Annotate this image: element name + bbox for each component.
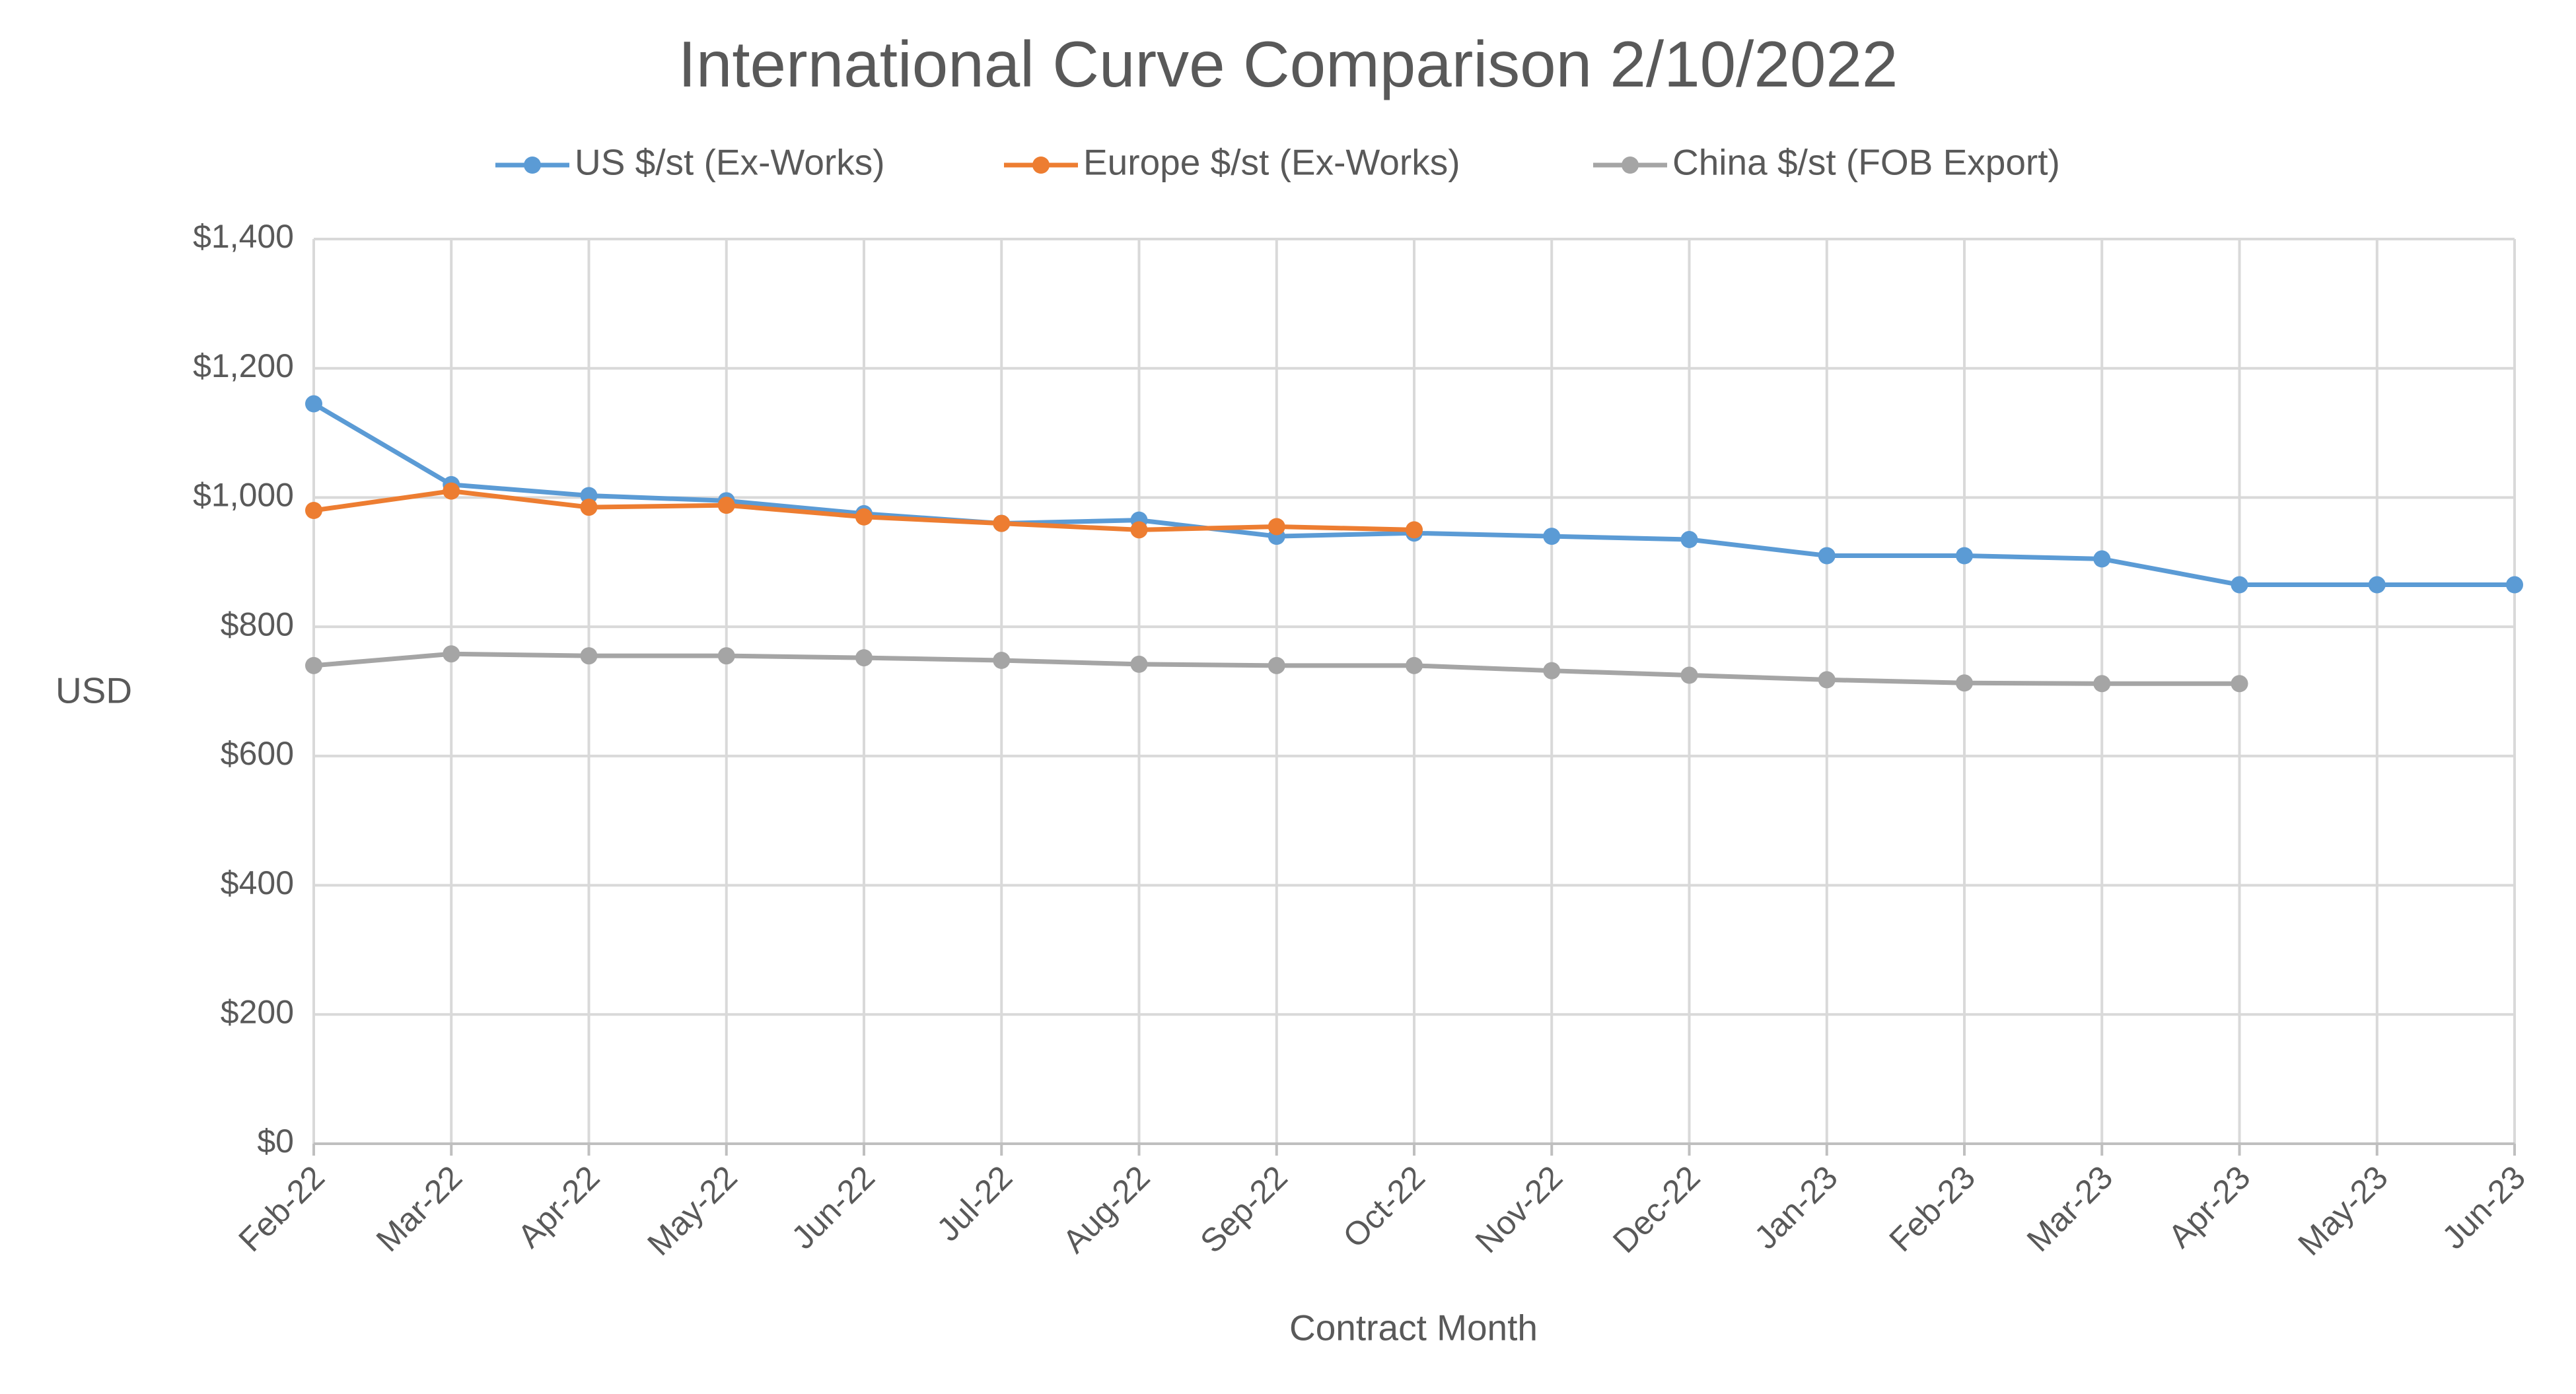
x-tick-label: Feb-23 [1882,1159,1982,1259]
y-tick-label: $800 [221,606,294,643]
data-point [1818,671,1836,689]
data-point [1956,547,1973,565]
data-point [2368,576,2386,594]
data-point [580,647,598,665]
x-tick-label: Nov-22 [1468,1159,1570,1261]
data-point [1543,662,1561,680]
y-tick-label: $1,000 [193,477,294,514]
data-point [1268,656,1285,674]
y-tick-label: $0 [257,1123,294,1160]
x-tick-label: Aug-22 [1055,1159,1157,1261]
x-tick-label: Apr-22 [511,1159,607,1255]
data-point [305,656,322,674]
x-tick-label: Dec-22 [1606,1159,1707,1261]
data-point [443,645,460,663]
data-point [2231,576,2248,594]
x-tick-label: Apr-23 [2161,1159,2258,1255]
x-tick-label: Feb-22 [231,1159,332,1259]
legend-marker [1032,157,1050,174]
x-tick-label: Jun-22 [784,1159,882,1257]
legend-label: China $/st (FOB Export) [1672,142,2060,183]
y-axis-title: USD [55,670,132,711]
y-tick-label: $200 [221,993,294,1030]
data-point [1818,547,1836,565]
y-tick-label: $400 [221,864,294,901]
data-point [2093,675,2111,693]
data-point [1680,531,1698,549]
data-point [1130,655,1148,673]
x-tick-label: Jan-23 [1747,1159,1845,1257]
data-point [1543,528,1561,545]
data-point [2231,675,2248,693]
data-point [1406,656,1423,674]
chart-title: International Curve Comparison 2/10/2022 [678,28,1898,100]
legend-label: Europe $/st (Ex-Works) [1083,142,1460,183]
data-point [993,652,1011,670]
data-point [305,502,322,519]
data-point [443,482,460,500]
legend-marker [524,157,541,174]
data-point [855,508,873,526]
x-tick-label: Jun-23 [2435,1159,2532,1257]
data-point [305,395,322,413]
legend-marker [1622,157,1639,174]
data-point [717,497,735,514]
y-tick-label: $600 [221,735,294,772]
y-tick-label: $1,200 [193,347,294,384]
data-point [1268,518,1285,536]
data-point [2093,550,2111,568]
data-point [717,647,735,665]
data-point [1406,521,1423,539]
data-point [1130,521,1148,539]
x-tick-label: May-23 [2291,1159,2394,1263]
data-point [2506,576,2523,594]
x-tick-label: Oct-22 [1336,1159,1432,1255]
x-tick-label: Jul-22 [929,1159,1019,1249]
data-point [855,649,873,667]
data-point [1680,666,1698,684]
y-tick-label: $1,400 [193,218,294,255]
data-point [993,514,1011,532]
x-tick-label: May-22 [640,1159,744,1263]
x-axis-title: Contract Month [1289,1307,1538,1348]
x-tick-label: Mar-22 [369,1159,470,1259]
data-point [580,499,598,516]
x-tick-label: Sep-22 [1193,1159,1295,1261]
data-point [1956,674,1973,692]
x-tick-label: Mar-23 [2020,1159,2120,1259]
legend-label: US $/st (Ex-Works) [575,142,885,183]
